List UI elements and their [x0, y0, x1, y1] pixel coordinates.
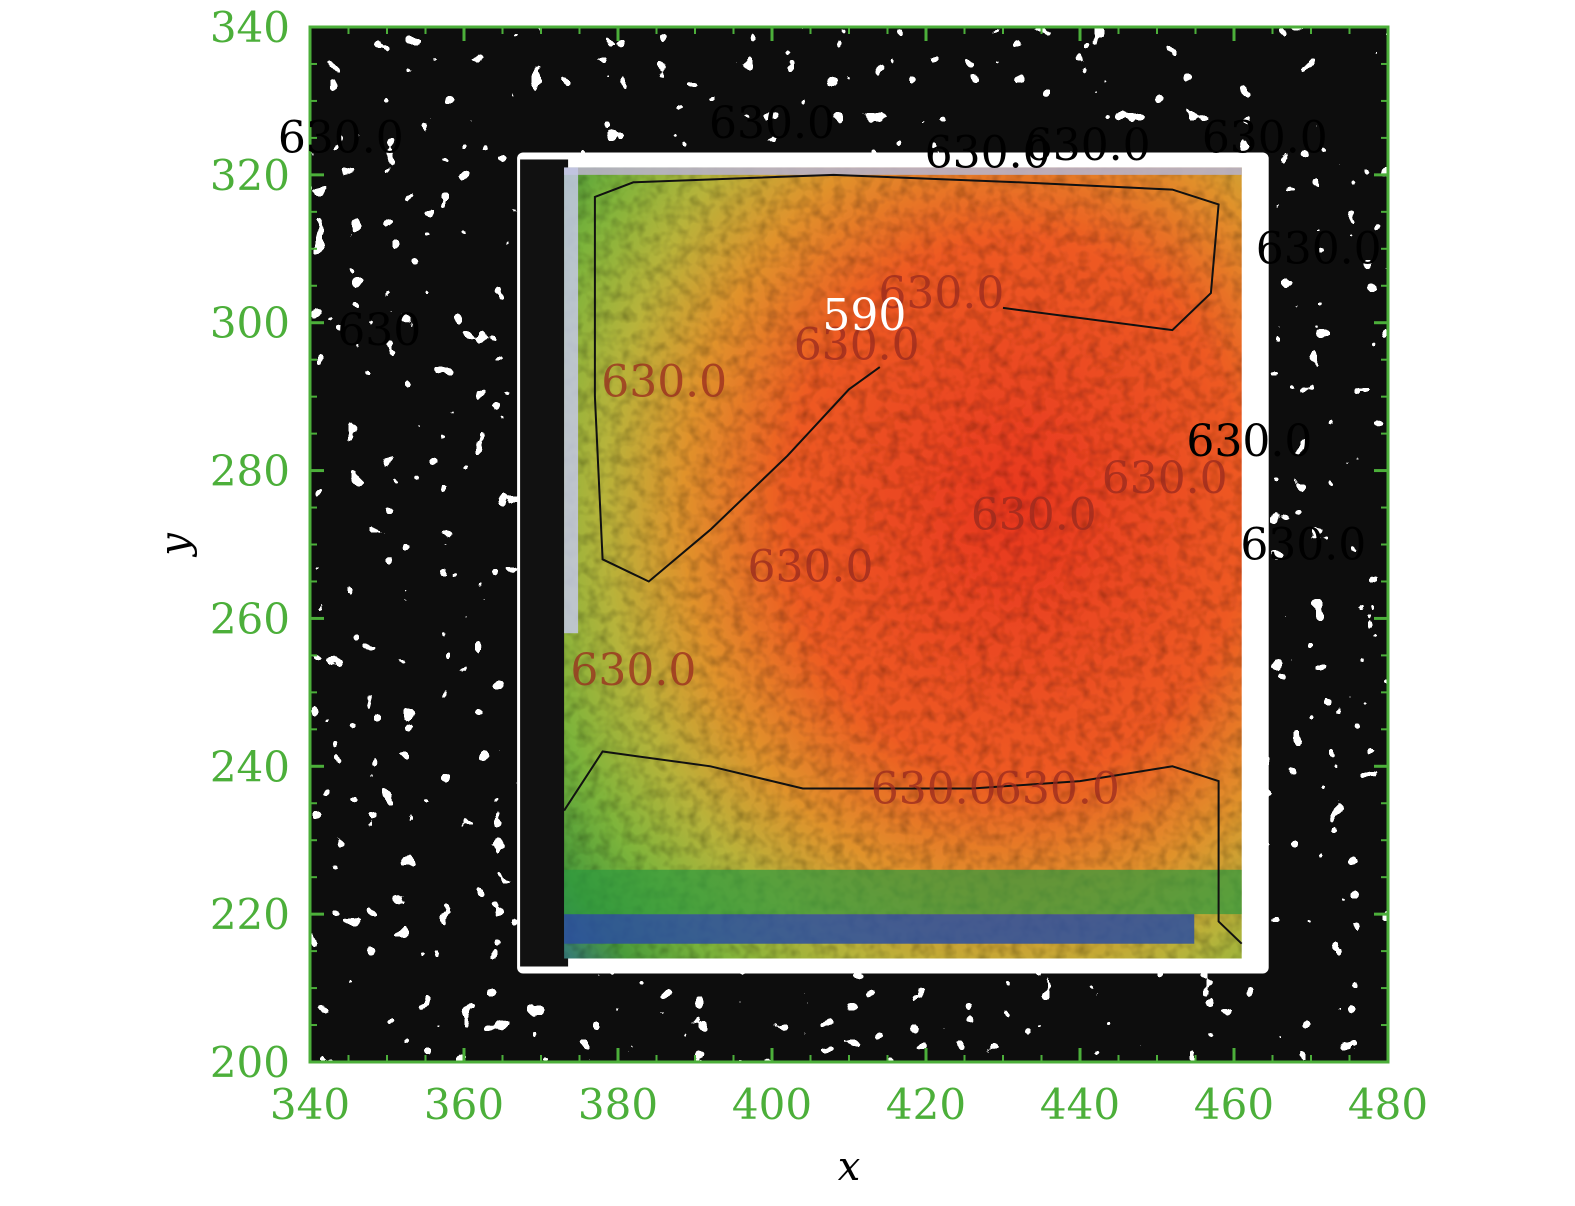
contour-label: 630.0: [871, 763, 997, 814]
plot-area: [310, 27, 1388, 1062]
y-tick-label: 300: [210, 299, 290, 348]
x-axis-title: x: [838, 1144, 861, 1190]
contour-label: 630.0: [994, 763, 1120, 814]
contour-label: 630.0: [278, 113, 404, 164]
contour-label: 630.0: [1025, 120, 1151, 171]
contour-label: 630.0: [709, 98, 835, 149]
contour-label: 630.0: [1256, 224, 1382, 275]
y-tick-label: 240: [210, 742, 290, 791]
contour-label: 630.0: [1202, 113, 1328, 164]
x-tick-label: 460: [1194, 1080, 1274, 1129]
heat-map: [564, 167, 1242, 959]
cool-band-blue: [564, 914, 1195, 944]
plate-left-strip: [564, 167, 579, 634]
plate-top-strip: [564, 167, 1242, 175]
contour-label: 630.0: [601, 357, 727, 408]
x-tick-label: 440: [1040, 1080, 1120, 1129]
contour-label: 630.0: [878, 268, 1004, 319]
y-tick-label: 320: [210, 151, 290, 200]
contour-label: 630.0: [794, 320, 920, 371]
x-tick-label: 400: [732, 1080, 812, 1129]
x-tick-label: 480: [1348, 1080, 1428, 1129]
contour-label: 630.0: [748, 541, 874, 592]
contour-line: [593, 173, 1220, 583]
contour-label: 630.0: [925, 127, 1051, 178]
y-tick-label: 280: [210, 447, 290, 496]
contour-label: 630.0: [570, 645, 696, 696]
x-tick-label: 420: [886, 1080, 966, 1129]
contour-label: 630.0: [1186, 416, 1312, 467]
y-axis-title: y: [152, 532, 198, 558]
cool-band-green: [564, 869, 1242, 915]
y-tick-label: 260: [210, 594, 290, 643]
x-tick-label: 380: [578, 1080, 658, 1129]
contour-line: [563, 750, 1243, 945]
contour-level-label: 590: [822, 290, 906, 341]
contour-label: 630: [337, 305, 421, 356]
y-tick-label: 200: [210, 1038, 290, 1087]
contour-label: 630.0: [1102, 453, 1228, 504]
y-tick-label: 340: [210, 3, 290, 52]
plate-wall: [520, 159, 569, 967]
contour-label: 630.0: [971, 490, 1097, 541]
axes: 340 360 380 400 420 440 460 480 200 220 240 260 280 3…: [210, 3, 1428, 1129]
y-tick-label: 220: [210, 890, 290, 939]
x-tick-label: 360: [424, 1080, 504, 1129]
x-tick-label: 340: [270, 1080, 350, 1129]
contour-label: 630.0: [1240, 519, 1366, 570]
